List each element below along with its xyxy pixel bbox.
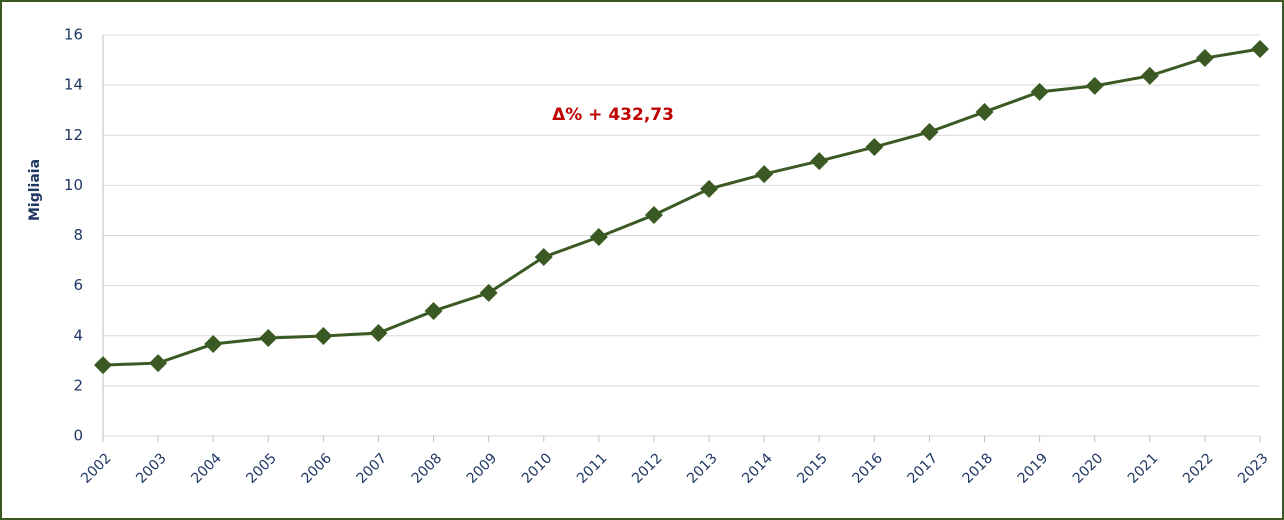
data-point	[424, 301, 443, 320]
y-tick-label: 2	[73, 376, 83, 394]
data-point	[644, 205, 663, 224]
annotation: Δ% + 432,73	[552, 105, 674, 125]
data-point	[700, 179, 719, 198]
y-tick-label: 10	[64, 176, 83, 194]
data-point	[920, 122, 939, 141]
y-tick-label: 14	[64, 76, 83, 94]
data-point	[1140, 66, 1159, 85]
data-point	[589, 228, 608, 247]
y-tick-label: 0	[73, 427, 83, 445]
y-tick-label: 6	[73, 276, 83, 294]
data-point	[975, 102, 994, 121]
data-point	[259, 329, 278, 348]
y-tick-label: 4	[73, 326, 83, 344]
y-tick-label: 8	[73, 226, 83, 244]
data-point	[1030, 82, 1049, 101]
data-point	[1251, 40, 1269, 59]
data-point	[755, 165, 774, 184]
data-point	[204, 335, 223, 354]
data-point	[314, 327, 333, 346]
data-point	[1085, 76, 1104, 95]
data-point	[865, 138, 884, 157]
data-line	[102, 47, 1261, 367]
y-tick-label: 12	[64, 126, 83, 144]
data-point	[94, 356, 112, 375]
y-tick-label: 16	[64, 26, 83, 44]
data-point	[810, 152, 829, 171]
data-point	[369, 323, 388, 342]
data-point	[479, 283, 498, 302]
data-point	[149, 354, 168, 373]
data-point	[534, 248, 553, 267]
y-axis-label: Migliaia	[27, 159, 43, 221]
data-point	[1195, 49, 1214, 68]
